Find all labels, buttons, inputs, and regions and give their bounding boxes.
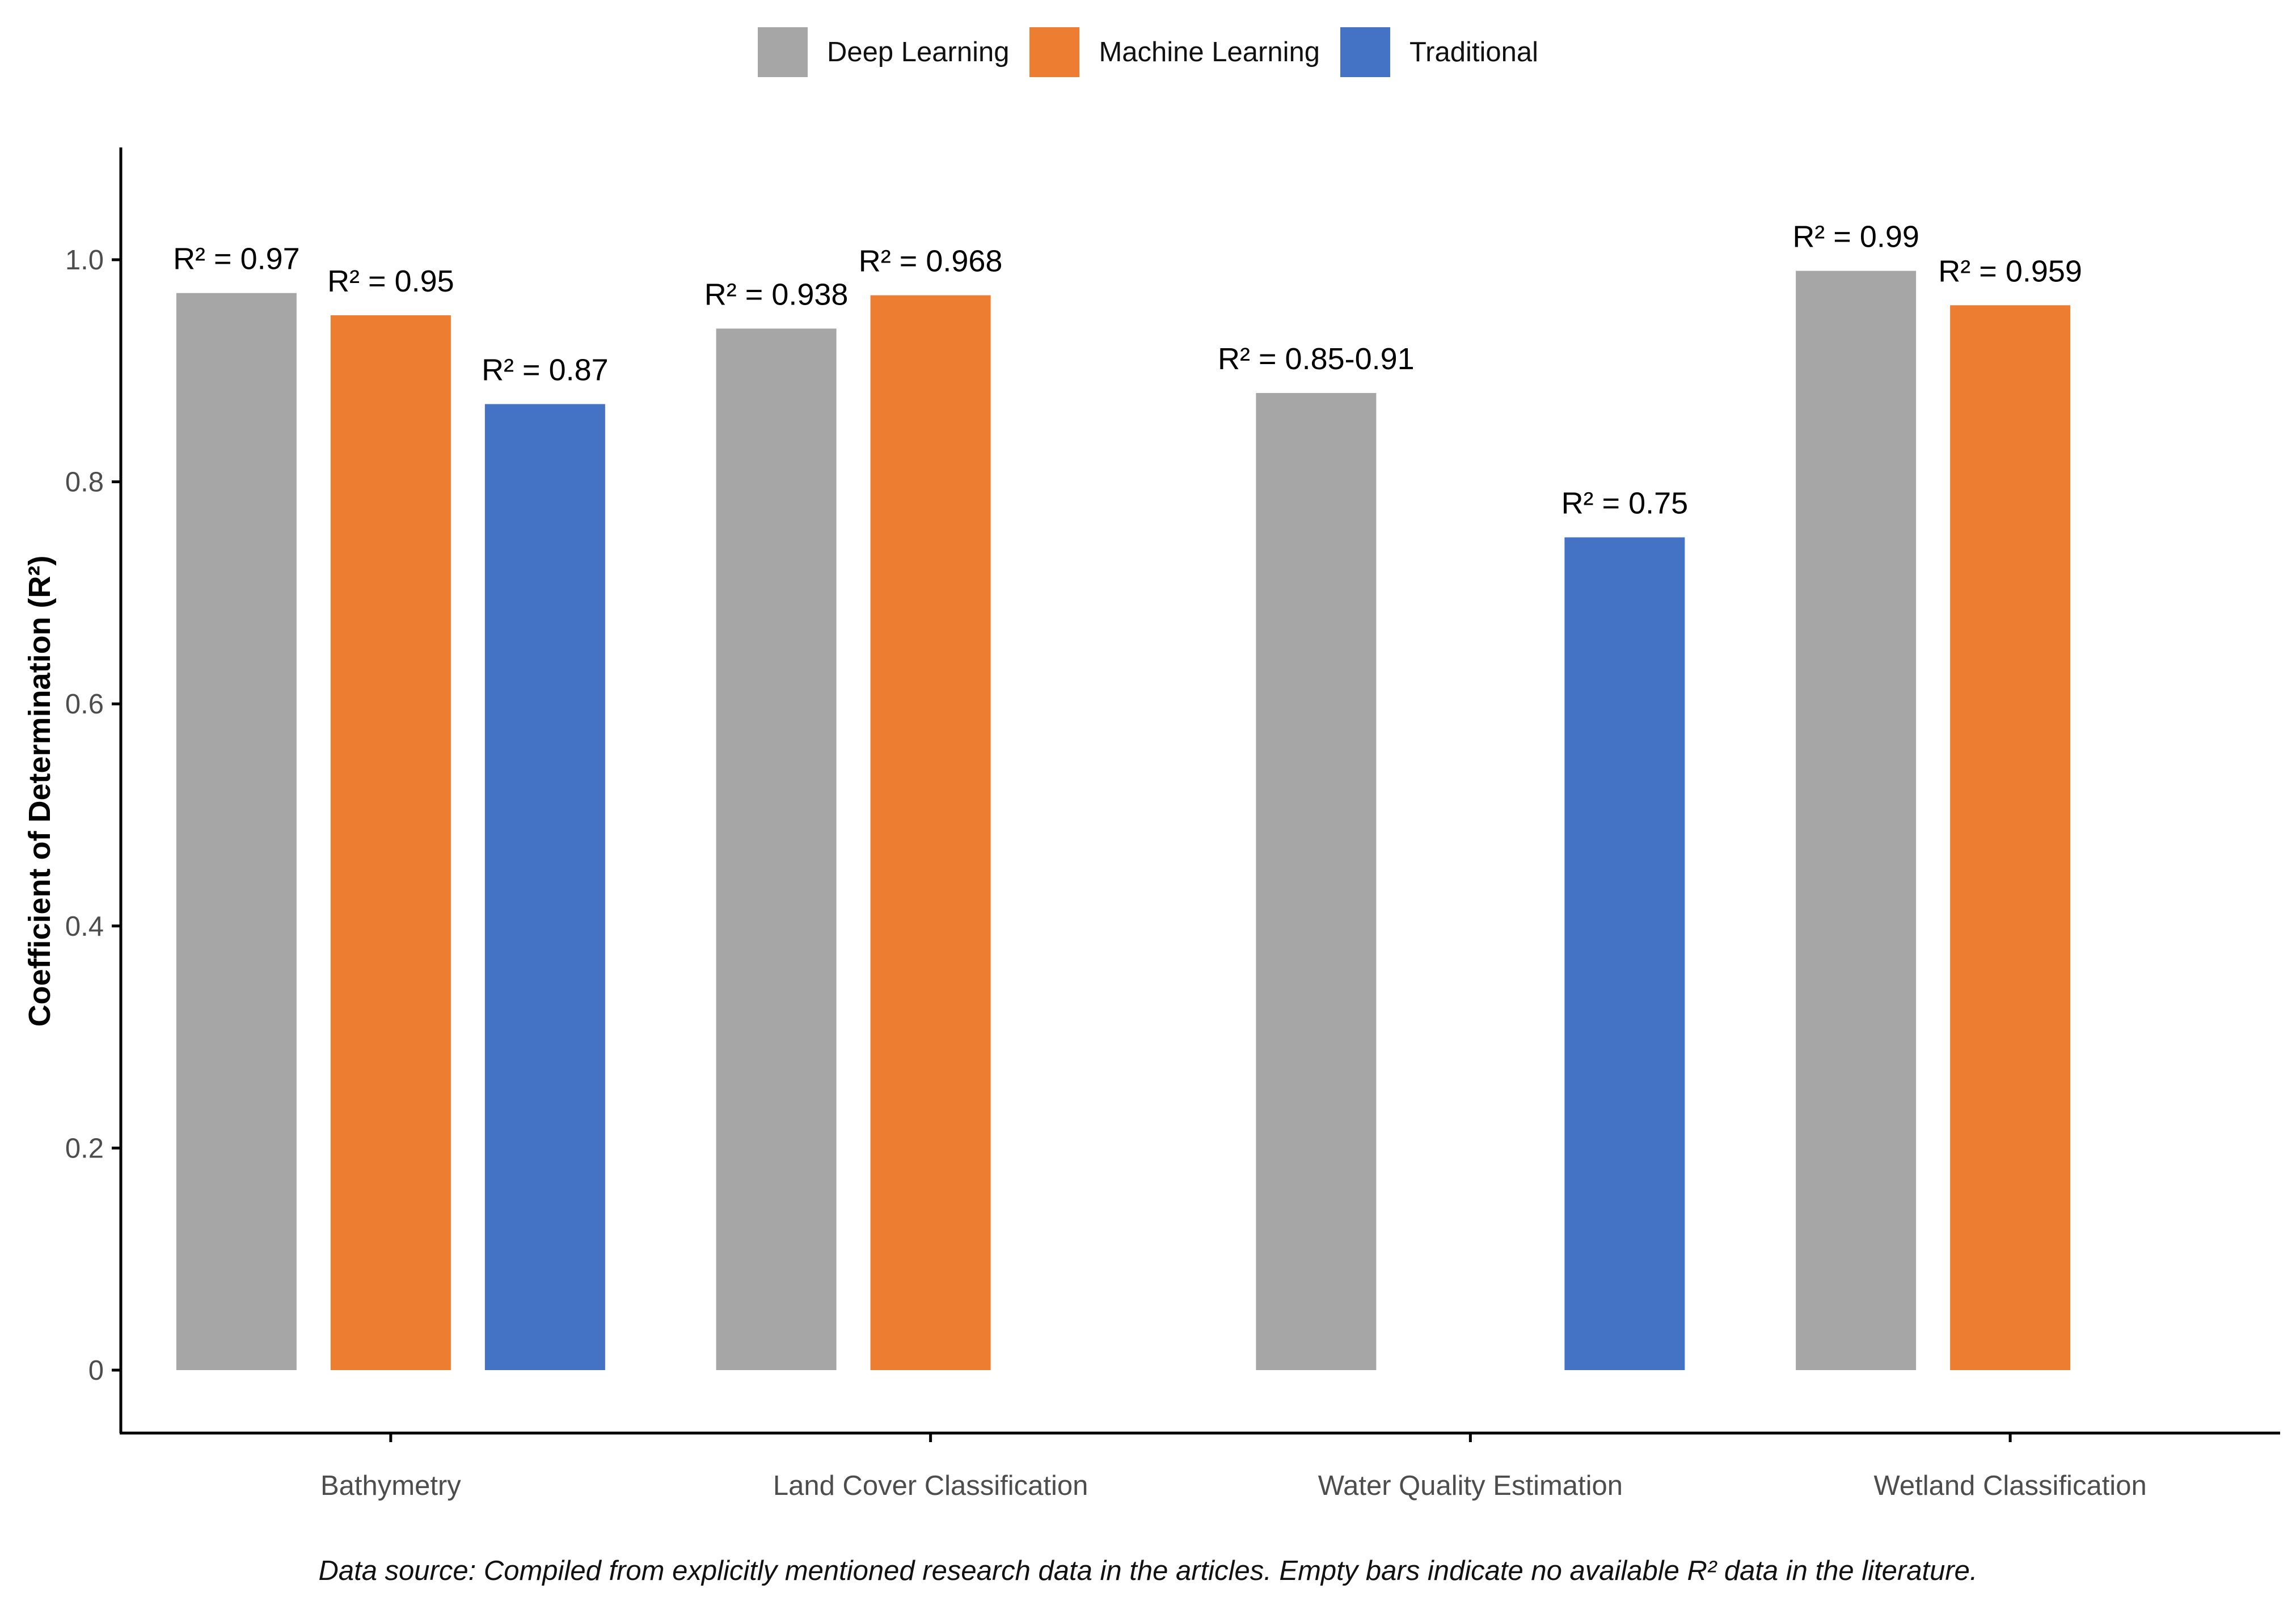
data-source-caption: Data source: Compiled from explicitly me… — [318, 1556, 1978, 1586]
y-tick-label-3: 0.6 — [65, 689, 104, 720]
bars-group — [176, 271, 2071, 1371]
legend-label-machine-learning: Machine Learning — [1099, 37, 1320, 67]
bar-bathymetry-deep-learning — [176, 293, 297, 1370]
x-tick-label-land-cover-classification: Land Cover Classification — [773, 1470, 1088, 1501]
x-tick-label-bathymetry: Bathymetry — [320, 1470, 461, 1501]
legend-swatch-deep-learning — [758, 27, 808, 77]
y-tick-label-4: 0.8 — [65, 467, 104, 498]
data-label-wetland-classification-machine-learning: R² = 0.959 — [1938, 254, 2082, 288]
legend: Deep Learning Machine Learning Tradition… — [0, 27, 2296, 77]
legend-label-traditional: Traditional — [1409, 37, 1538, 67]
bar-water-quality-estimation-deep-learning — [1256, 392, 1377, 1371]
data-label-bathymetry-deep-learning: R² = 0.97 — [173, 242, 300, 276]
y-tick-label-0: 0 — [88, 1355, 104, 1386]
bar-water-quality-estimation-traditional — [1564, 537, 1685, 1370]
legend-label-deep-learning: Deep Learning — [827, 37, 1010, 67]
bar-wetland-classification-deep-learning — [1796, 271, 1917, 1371]
x-tick-label-water-quality-estimation: Water Quality Estimation — [1318, 1470, 1623, 1501]
data-label-land-cover-classification-deep-learning: R² = 0.938 — [704, 277, 849, 311]
legend-item-deep-learning: Deep Learning — [758, 27, 1009, 77]
bar-land-cover-classification-machine-learning — [870, 295, 991, 1370]
bar-wetland-classification-machine-learning — [1950, 305, 2071, 1370]
y-axis-label: Coefficient of Determination (R²) — [23, 556, 57, 1027]
data-label-bathymetry-traditional: R² = 0.87 — [482, 353, 609, 387]
legend-item-machine-learning: Machine Learning — [1029, 27, 1320, 77]
data-label-water-quality-estimation-traditional: R² = 0.75 — [1561, 487, 1689, 521]
data-label-bathymetry-machine-learning: R² = 0.95 — [327, 264, 454, 298]
bar-land-cover-classification-deep-learning — [716, 328, 837, 1370]
data-labels-group: R² = 0.97 R² = 0.95 R² = 0.87 R² = 0.938 R² … — [173, 220, 2082, 521]
data-label-water-quality-estimation-deep-learning: R² = 0.85-0.91 — [1218, 342, 1415, 376]
x-tick-label-wetland-classification: Wetland Classification — [1874, 1470, 2147, 1501]
bar-bathymetry-machine-learning — [330, 315, 451, 1370]
axes-group: Bathymetry Land Cover Classification Water… — [65, 147, 2280, 1501]
legend-swatch-traditional — [1340, 27, 1391, 77]
data-label-wetland-classification-deep-learning: R² = 0.99 — [1792, 220, 1919, 254]
legend-swatch-machine-learning — [1029, 27, 1080, 77]
legend-item-traditional: Traditional — [1340, 27, 1538, 77]
y-tick-label-1: 0.2 — [65, 1133, 104, 1164]
y-tick-label-2: 0.4 — [65, 911, 104, 942]
data-label-land-cover-classification-machine-learning: R² = 0.968 — [859, 244, 1003, 278]
y-tick-label-5: 1.0 — [65, 245, 104, 276]
bar-bathymetry-traditional — [484, 404, 605, 1370]
